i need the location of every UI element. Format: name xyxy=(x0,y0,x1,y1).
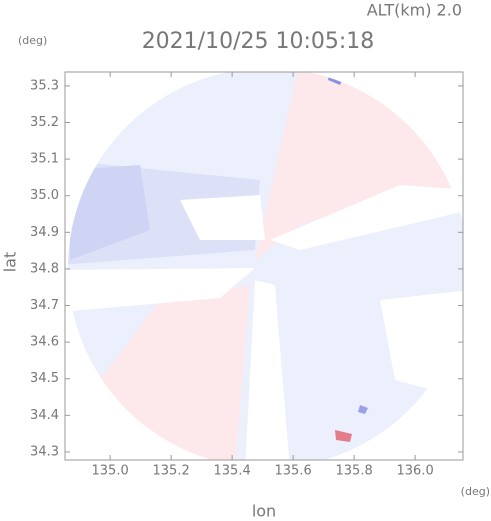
x-tick-label: 135.0 xyxy=(92,464,129,479)
chart-title: 2021/10/25 10:05:18 xyxy=(142,29,375,54)
radar-field xyxy=(68,72,463,460)
altitude-label: ALT(km) 2.0 xyxy=(367,1,462,20)
y-tick-label: 34.9 xyxy=(30,225,59,240)
y-tick-label: 35.0 xyxy=(30,188,59,203)
y-tick-label: 34.8 xyxy=(30,261,59,276)
x-tick-label: 136.0 xyxy=(397,464,434,479)
x-tick-label: 135.6 xyxy=(275,464,312,479)
x-tick-label: 135.2 xyxy=(153,464,190,479)
y-tick-label: 35.2 xyxy=(30,115,59,130)
plot-frame xyxy=(64,71,464,461)
y-tick-label: 35.3 xyxy=(30,78,59,93)
y-tick-label: 34.5 xyxy=(30,371,59,386)
y-tick-label: 34.4 xyxy=(30,408,59,423)
x-tick-label: 135.4 xyxy=(214,464,251,479)
y-tick-label: 35.1 xyxy=(30,152,59,167)
x-axis-label: lon xyxy=(252,502,276,521)
y-axis-label: lat xyxy=(1,252,20,273)
y-unit: (deg) xyxy=(18,34,47,47)
x-unit: (deg) xyxy=(461,485,490,498)
x-tick-label: 135.8 xyxy=(336,464,373,479)
y-tick-label: 34.6 xyxy=(30,335,59,350)
y-tick-label: 34.3 xyxy=(30,444,59,459)
y-tick-label: 34.7 xyxy=(30,298,59,313)
